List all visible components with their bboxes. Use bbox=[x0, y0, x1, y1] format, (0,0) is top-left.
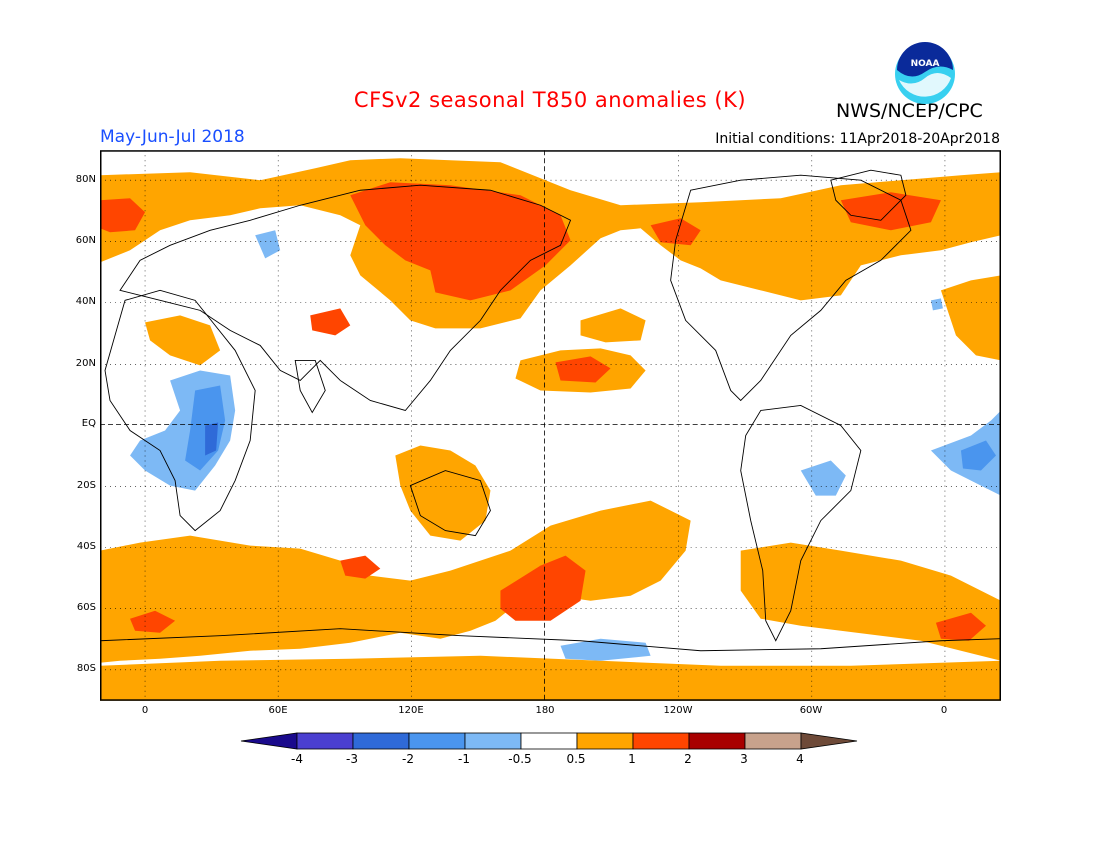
colorbar-swatch bbox=[296, 732, 354, 750]
n-pacific-warm-patch bbox=[555, 356, 611, 383]
colorbar-swatch bbox=[744, 732, 802, 750]
s-indian-warm-patch bbox=[340, 555, 381, 579]
lat-label-20n: 20N bbox=[75, 358, 96, 369]
cb-label-minus3: -3 bbox=[346, 752, 358, 766]
cb-label-0-5: 0.5 bbox=[566, 752, 586, 766]
cb-label-minus2: -2 bbox=[402, 752, 414, 766]
colorbar-end-low bbox=[240, 732, 298, 750]
europe-warm-patch bbox=[100, 198, 146, 233]
lon-label-120w: 120W bbox=[663, 705, 693, 716]
colorbar-swatch bbox=[464, 732, 522, 750]
lon-label-180: 180 bbox=[535, 705, 555, 716]
logo-text: NOAA bbox=[911, 59, 940, 69]
colorbar-end-high bbox=[800, 732, 858, 750]
s-atlantic-warm-patch-east bbox=[935, 612, 986, 641]
cb-label-1: 1 bbox=[628, 752, 636, 766]
colorbar-swatch bbox=[576, 732, 634, 750]
east-asia-warm-patch bbox=[310, 308, 351, 336]
initial-conditions: Initial conditions: 11Apr2018-20Apr2018 bbox=[715, 131, 1000, 147]
colorbar-swatch bbox=[632, 732, 690, 750]
noaa-logo: NOAA bbox=[895, 42, 955, 104]
lat-label-40s: 40S bbox=[76, 541, 96, 552]
lon-label-60w: 60W bbox=[799, 705, 823, 716]
canada-warm-patch bbox=[650, 218, 701, 246]
coastlines bbox=[100, 169, 1001, 652]
lon-label-60e: 60E bbox=[268, 705, 288, 716]
lat-label-80n: 80N bbox=[75, 174, 96, 185]
color-scale-bar bbox=[240, 732, 858, 750]
strong-cool-regions bbox=[205, 422, 219, 456]
agency-label: NWS/NCEP/CPC bbox=[836, 100, 983, 122]
greenland-warm-patch bbox=[840, 192, 941, 231]
colorbar-swatch bbox=[352, 732, 410, 750]
map-title: CFSv2 seasonal T850 anomalies (K) bbox=[353, 88, 747, 112]
cb-label-4: 4 bbox=[796, 752, 804, 766]
cb-label-minus1: -1 bbox=[458, 752, 470, 766]
cb-label-minus4: -4 bbox=[291, 752, 303, 766]
lon-label-120e: 120E bbox=[398, 705, 424, 716]
colorbar-swatch bbox=[408, 732, 466, 750]
grid-lines bbox=[100, 150, 1001, 701]
cb-label-minus0-5: -0.5 bbox=[508, 752, 532, 766]
lat-label-40n: 40N bbox=[75, 296, 96, 307]
lat-label-20s: 20S bbox=[76, 480, 96, 491]
cb-label-2: 2 bbox=[684, 752, 692, 766]
lat-label-80s: 80S bbox=[76, 663, 96, 674]
colorbar-swatch bbox=[520, 732, 578, 750]
colorbar-swatch bbox=[688, 732, 746, 750]
lat-label-60n: 60N bbox=[75, 235, 96, 246]
lon-label-0-east: 0 bbox=[940, 705, 948, 716]
s-atlantic-warm-patch-west bbox=[130, 610, 176, 633]
lat-label-60s: 60S bbox=[76, 602, 96, 613]
map-border bbox=[100, 150, 1001, 701]
anomaly-map bbox=[100, 150, 1001, 701]
forecast-period: May-Jun-Jul 2018 bbox=[100, 127, 245, 147]
cb-label-3: 3 bbox=[740, 752, 748, 766]
s-pacific-warm-patch bbox=[500, 555, 586, 621]
lat-label-eq: EQ bbox=[81, 418, 96, 429]
lon-label-0-west: 0 bbox=[141, 705, 149, 716]
